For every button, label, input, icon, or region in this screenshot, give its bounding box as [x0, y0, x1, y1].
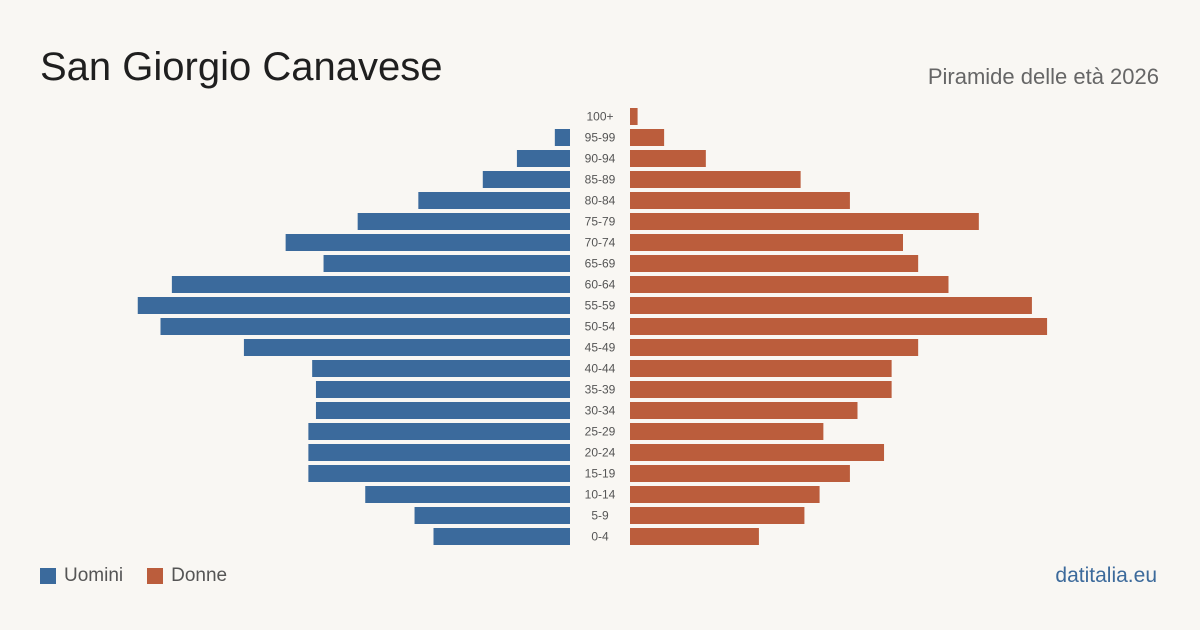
- bar-men-85-89: [482, 171, 570, 188]
- bar-men-95-99: [554, 129, 570, 146]
- bar-men-0-4: [433, 528, 570, 545]
- age-group-labels: 100+ 95-99 90-94 85-89 80-84 75-79 70-74 65-69 6…: [585, 110, 616, 544]
- bar-women-95-99: [630, 129, 665, 146]
- bar-women-35-39: [630, 381, 892, 398]
- chart-subtitle: Piramide delle età 2026: [927, 64, 1159, 89]
- age-label-45-49: 45-49: [585, 341, 616, 355]
- age-label-20-24: 20-24: [585, 446, 616, 460]
- bar-men-15-19: [308, 465, 570, 482]
- bar-women-50-54: [630, 318, 1048, 335]
- age-label-10-14: 10-14: [585, 488, 616, 502]
- bar-men-60-64: [171, 276, 570, 293]
- age-label-25-29: 25-29: [585, 425, 616, 439]
- bar-women-70-74: [630, 234, 903, 251]
- age-label-85-89: 85-89: [585, 173, 616, 187]
- bar-women-85-89: [630, 171, 801, 188]
- bar-women-100plus: [630, 108, 638, 125]
- age-label-95-99: 95-99: [585, 131, 616, 145]
- bar-women-65-69: [630, 255, 919, 272]
- bar-men-20-24: [308, 444, 570, 461]
- age-label-90-94: 90-94: [585, 152, 616, 166]
- bar-women-45-49: [630, 339, 919, 356]
- age-label-5-9: 5-9: [591, 509, 609, 523]
- bar-women-5-9: [630, 507, 805, 524]
- bar-women-20-24: [630, 444, 885, 461]
- bar-men-5-9: [414, 507, 570, 524]
- bar-women-55-59: [630, 297, 1032, 314]
- bar-women-40-44: [630, 360, 892, 377]
- age-label-35-39: 35-39: [585, 383, 616, 397]
- bar-men-90-94: [516, 150, 570, 167]
- bar-men-75-79: [357, 213, 570, 230]
- legend-label-women: Donne: [171, 565, 228, 586]
- age-label-75-79: 75-79: [585, 215, 616, 229]
- legend: Uomini Donne: [40, 565, 251, 587]
- legend-item-men: Uomini: [40, 565, 123, 587]
- bar-women-25-29: [630, 423, 824, 440]
- bar-women-80-84: [630, 192, 850, 209]
- women-bars: [630, 108, 1048, 545]
- bar-women-10-14: [630, 486, 820, 503]
- bar-men-40-44: [312, 360, 570, 377]
- age-label-70-74: 70-74: [585, 236, 616, 250]
- bar-women-60-64: [630, 276, 949, 293]
- bar-men-70-74: [285, 234, 570, 251]
- bar-men-50-54: [160, 318, 570, 335]
- bar-men-10-14: [365, 486, 570, 503]
- bar-men-30-34: [315, 402, 570, 419]
- age-label-60-64: 60-64: [585, 278, 616, 292]
- age-label-0-4: 0-4: [591, 530, 609, 544]
- legend-swatch-men: [40, 568, 56, 584]
- bar-women-15-19: [630, 465, 850, 482]
- bar-men-45-49: [243, 339, 570, 356]
- bar-men-80-84: [418, 192, 570, 209]
- source-link[interactable]: datitalia.eu: [1055, 564, 1157, 587]
- bar-men-25-29: [308, 423, 570, 440]
- age-label-100plus: 100+: [586, 110, 613, 124]
- legend-item-women: Donne: [147, 565, 227, 587]
- age-label-30-34: 30-34: [585, 404, 616, 418]
- age-label-15-19: 15-19: [585, 467, 616, 481]
- chart-title: San Giorgio Canavese: [40, 45, 443, 89]
- bar-men-55-59: [137, 297, 570, 314]
- age-label-55-59: 55-59: [585, 299, 616, 313]
- age-label-80-84: 80-84: [585, 194, 616, 208]
- age-label-50-54: 50-54: [585, 320, 616, 334]
- bar-women-30-34: [630, 402, 858, 419]
- bar-women-75-79: [630, 213, 979, 230]
- age-label-65-69: 65-69: [585, 257, 616, 271]
- bar-women-0-4: [630, 528, 759, 545]
- legend-swatch-women: [147, 568, 164, 584]
- age-label-40-44: 40-44: [585, 362, 616, 376]
- bar-men-65-69: [323, 255, 570, 272]
- legend-label-men: Uomini: [64, 565, 124, 586]
- bar-women-90-94: [630, 150, 706, 167]
- men-bars: [137, 129, 570, 545]
- bar-men-35-39: [315, 381, 570, 398]
